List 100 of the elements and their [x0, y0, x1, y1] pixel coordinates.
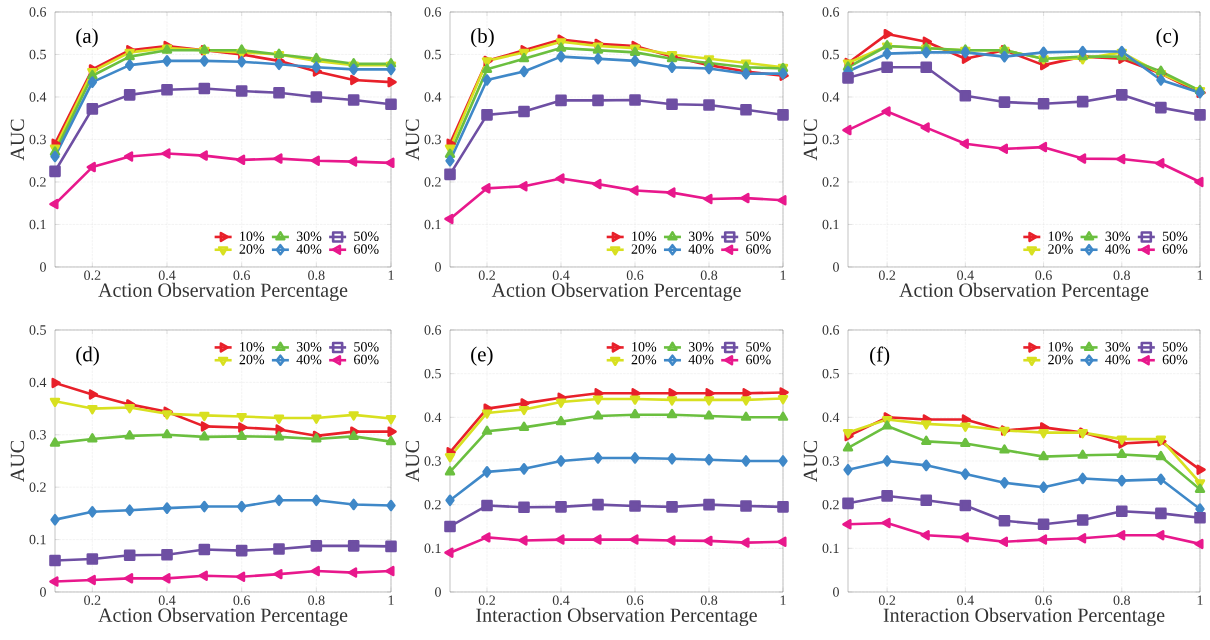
legend-label: 10%	[240, 342, 265, 352]
annotation: (d)	[76, 346, 99, 366]
x-tick-label: 0.8	[700, 270, 718, 281]
y-tick-label: 0	[833, 587, 839, 597]
y-tick-label: 0.4	[424, 412, 442, 423]
y-axis-title: AUC	[803, 440, 818, 482]
y-tick-label: 0.3	[29, 134, 46, 145]
y-tick-label: 0.2	[822, 177, 839, 187]
x-tick-label: 0.6	[626, 270, 644, 281]
x-tick-label: 1	[388, 595, 394, 605]
legend-label: 60%	[746, 244, 771, 254]
y-tick-label: 0.1	[822, 219, 839, 230]
legend-label: 30%	[688, 231, 714, 242]
annotation: (c)	[1156, 28, 1178, 48]
legend-label: 20%	[631, 244, 657, 254]
x-tick-label: 0.2	[878, 595, 896, 606]
y-tick-label: 0.3	[424, 456, 441, 466]
y-tick-label: 0.3	[29, 430, 46, 440]
legend-label: 40%	[1105, 244, 1131, 254]
legend-label: 30%	[296, 231, 322, 242]
y-tick-label: 0.4	[822, 92, 840, 102]
x-axis-title: Interaction Observation Percentage	[476, 607, 757, 627]
y-tick-label: 0.1	[29, 219, 46, 230]
x-tick-label: 0.6	[1035, 595, 1052, 606]
legend-label: 40%	[296, 354, 322, 365]
y-tick-label: 0.1	[424, 543, 441, 554]
x-axis-title: Action Observation Percentage	[491, 282, 741, 302]
y-tick-label: 0.6	[822, 325, 840, 335]
legend-label: 10%	[632, 342, 657, 352]
y-tick-label: 0	[40, 587, 46, 597]
legend-label: 60%	[354, 244, 379, 254]
legend-label: 20%	[239, 354, 265, 365]
x-tick-label: 0.8	[308, 270, 325, 281]
y-tick-label: 0.4	[424, 92, 442, 102]
x-tick-label: 0.2	[478, 270, 495, 281]
x-tick-label: 0.4	[957, 595, 974, 606]
x-tick-label: 0.4	[957, 270, 974, 281]
y-tick-label: 0.6	[822, 7, 840, 17]
legend-label: 60%	[746, 354, 771, 365]
y-tick-label: 0.2	[424, 177, 441, 187]
legend-label: 50%	[354, 231, 379, 242]
y-tick-label: 0	[40, 262, 46, 272]
y-axis-title: AUC	[10, 119, 25, 161]
y-tick-label: 0.3	[822, 456, 839, 466]
legend-label: 60%	[1162, 354, 1188, 365]
legend-label: 50%	[1162, 342, 1188, 352]
legend-label: 40%	[688, 244, 714, 254]
legend-label: 60%	[1162, 244, 1188, 254]
annotation: (b)	[471, 28, 494, 48]
y-tick-label: 0.5	[29, 325, 46, 335]
y-axis-title: AUC	[10, 440, 25, 482]
legend-label: 10%	[1048, 231, 1073, 242]
legend-label: 30%	[1105, 231, 1131, 242]
y-tick-label: 0.6	[424, 7, 442, 17]
x-axis-title: Action Observation Percentage	[899, 282, 1149, 302]
x-axis-title: Action Observation Percentage	[98, 607, 348, 627]
y-axis-title: AUC	[405, 440, 420, 482]
y-tick-label: 0.6	[29, 7, 47, 17]
legend-label: 50%	[1162, 231, 1188, 242]
x-tick-label: 1	[780, 595, 786, 605]
legend-label: 40%	[688, 354, 714, 365]
legend-label: 40%	[1105, 354, 1131, 365]
x-tick-label: 0.4	[158, 595, 176, 606]
x-tick-label: 0.4	[552, 595, 570, 606]
y-tick-label: 0.4	[29, 92, 47, 102]
legend-label: 20%	[1048, 354, 1073, 365]
y-tick-label: 0	[833, 262, 839, 272]
x-tick-label: 0.8	[1113, 595, 1130, 606]
x-tick-label: 0.6	[626, 595, 644, 606]
legend-label: 30%	[1105, 342, 1131, 352]
x-tick-label: 0.2	[478, 595, 495, 606]
x-tick-label: 0.8	[700, 595, 718, 606]
annotation: (a)	[76, 28, 98, 48]
y-tick-label: 0	[435, 262, 441, 272]
legend-label: 20%	[239, 244, 265, 254]
x-tick-label: 0.4	[158, 270, 176, 281]
x-tick-label: 1	[388, 270, 394, 280]
legend-label: 20%	[631, 354, 657, 365]
legend-label: 10%	[632, 231, 657, 242]
annotation: (e)	[471, 346, 493, 366]
x-tick-label: 0.4	[552, 270, 570, 281]
x-tick-label: 0.6	[233, 270, 250, 281]
y-tick-label: 0.1	[822, 543, 839, 554]
y-tick-label: 0.3	[424, 134, 441, 145]
y-tick-label: 0.3	[822, 134, 839, 145]
y-tick-label: 0.5	[822, 49, 839, 60]
y-tick-label: 0.4	[29, 377, 47, 388]
y-tick-label: 0	[435, 587, 441, 597]
x-tick-label: 1	[1197, 595, 1203, 605]
y-tick-label: 0.2	[29, 482, 46, 492]
x-tick-label: 0.8	[308, 595, 325, 606]
y-tick-label: 0.6	[424, 325, 442, 335]
x-tick-label: 0.6	[233, 595, 250, 606]
y-axis-title: AUC	[803, 119, 818, 161]
legend-label: 50%	[746, 231, 771, 242]
y-tick-label: 0.1	[424, 219, 441, 230]
legend-label: 50%	[354, 342, 379, 352]
legend-label: 10%	[1048, 342, 1073, 352]
x-tick-label: 1	[1197, 270, 1203, 280]
y-axis-title: AUC	[405, 119, 420, 161]
